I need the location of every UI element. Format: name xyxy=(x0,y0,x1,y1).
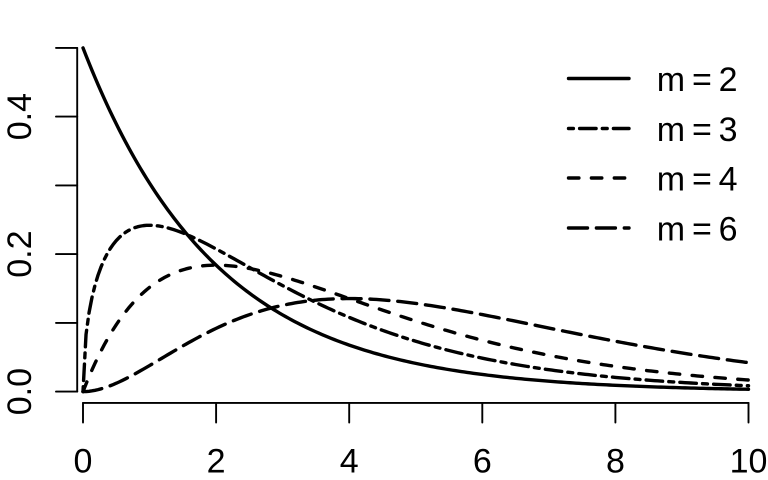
svg-text:m = 3: m = 3 xyxy=(657,111,737,149)
svg-text:0.2: 0.2 xyxy=(1,230,39,277)
svg-text:0.4: 0.4 xyxy=(1,93,39,140)
svg-text:6: 6 xyxy=(473,443,492,480)
svg-text:2: 2 xyxy=(207,443,226,480)
svg-text:m = 4: m = 4 xyxy=(657,160,737,198)
svg-text:8: 8 xyxy=(606,443,625,480)
svg-text:10: 10 xyxy=(730,443,768,480)
svg-text:0.0: 0.0 xyxy=(1,368,39,415)
svg-text:m = 2: m = 2 xyxy=(657,61,737,99)
svg-text:4: 4 xyxy=(340,443,359,480)
svg-text:0: 0 xyxy=(74,443,93,480)
svg-text:m = 6: m = 6 xyxy=(657,210,737,248)
